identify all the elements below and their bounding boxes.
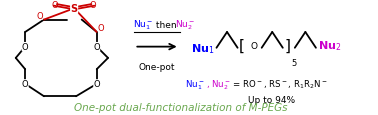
Text: ]: ] — [284, 39, 290, 54]
Text: Nu$_2$: Nu$_2$ — [318, 39, 341, 53]
Text: then: then — [153, 20, 180, 29]
Text: Nu$_1$: Nu$_1$ — [191, 42, 214, 55]
Text: Nu$_2^-$: Nu$_2^-$ — [175, 18, 195, 32]
Text: , Nu$_2^-$: , Nu$_2^-$ — [206, 77, 231, 91]
Text: [: [ — [239, 39, 245, 54]
Text: Nu$_1^-$: Nu$_1^-$ — [185, 77, 205, 91]
Text: O: O — [36, 12, 43, 20]
Text: = RO$^-$, RS$^-$, R$_1$R$_2$N$^-$: = RO$^-$, RS$^-$, R$_1$R$_2$N$^-$ — [230, 78, 327, 90]
Text: One-pot dual-functionalization of M-PEGs: One-pot dual-functionalization of M-PEGs — [74, 102, 288, 112]
Text: 5: 5 — [291, 58, 296, 67]
Text: O: O — [250, 42, 257, 51]
Text: O: O — [98, 24, 105, 33]
Text: O: O — [52, 1, 59, 10]
Text: O: O — [93, 80, 100, 89]
Text: O: O — [22, 43, 28, 52]
Text: Nu$_1^-$: Nu$_1^-$ — [133, 18, 153, 32]
Text: O: O — [93, 43, 100, 52]
Text: One-pot: One-pot — [139, 63, 175, 72]
Text: S: S — [71, 4, 78, 14]
Text: O: O — [22, 80, 28, 89]
Text: Up to 94%: Up to 94% — [248, 95, 296, 104]
Text: O: O — [90, 1, 96, 10]
